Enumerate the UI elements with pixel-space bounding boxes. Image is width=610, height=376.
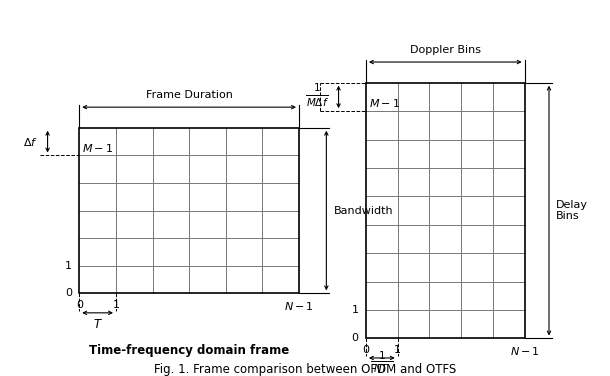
Text: $M-1$: $M-1$: [369, 97, 400, 109]
Text: 1: 1: [352, 305, 359, 315]
Text: $T$: $T$: [93, 318, 102, 332]
Text: $N-1$: $N-1$: [284, 300, 314, 312]
Text: 0: 0: [65, 288, 72, 298]
Text: $\Delta f$: $\Delta f$: [23, 136, 38, 148]
Text: 0: 0: [76, 300, 83, 310]
Text: Doppler Bins: Doppler Bins: [410, 45, 481, 55]
Text: $N-1$: $N-1$: [509, 345, 540, 357]
Text: $M-1$: $M-1$: [82, 141, 113, 153]
Text: Fig. 1. Frame comparison between OFDM and OTFS: Fig. 1. Frame comparison between OFDM an…: [154, 363, 456, 376]
Text: Delay
Bins: Delay Bins: [556, 200, 588, 221]
Text: 1: 1: [379, 351, 385, 361]
Text: Bandwidth: Bandwidth: [334, 206, 393, 215]
Text: 1: 1: [65, 261, 72, 271]
Text: 0: 0: [352, 334, 359, 343]
Text: $NT$: $NT$: [373, 362, 390, 374]
Text: Frame Duration: Frame Duration: [146, 90, 232, 100]
Text: Time-frequency domain frame: Time-frequency domain frame: [89, 344, 289, 357]
Text: 1: 1: [314, 83, 320, 92]
Text: $M\Delta f$: $M\Delta f$: [306, 96, 329, 108]
Text: 1: 1: [112, 300, 120, 310]
Text: 0: 0: [362, 345, 370, 355]
Text: 1: 1: [394, 345, 401, 355]
